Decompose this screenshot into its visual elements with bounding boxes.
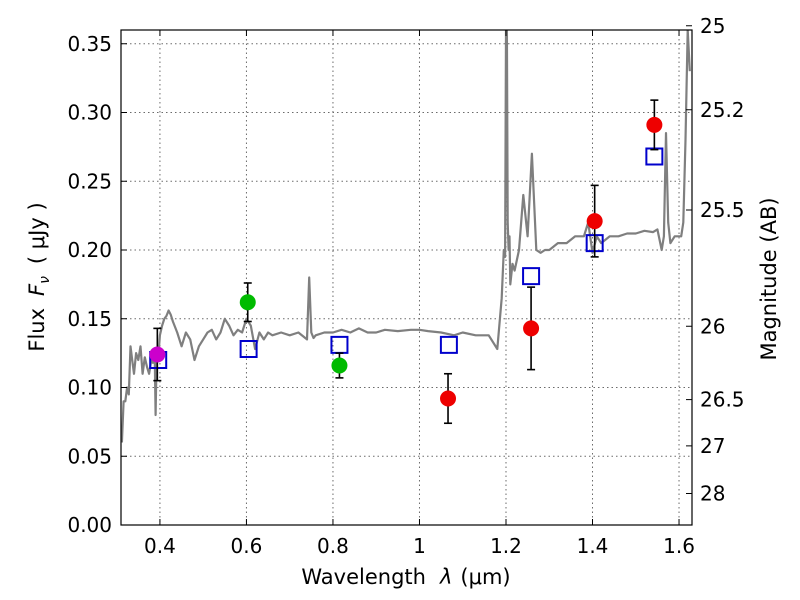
y-axis-title: FluxFν( μJy ): [25, 202, 53, 351]
model-square: [645, 147, 664, 166]
y-tick-label: 0.20: [67, 238, 112, 262]
y2-tick-label: 27: [700, 434, 725, 458]
y2-tick-label: 28: [700, 482, 725, 506]
y2-tick-label: 26: [700, 314, 725, 338]
observed-point: [440, 390, 457, 407]
x-tick-label: 0.4: [144, 534, 176, 558]
y-tick-label: 0.05: [67, 444, 112, 468]
observed-point: [239, 294, 256, 311]
x-tick-label: 1.2: [490, 534, 522, 558]
model-square: [439, 335, 458, 354]
observed-point: [523, 320, 540, 337]
x-tick-label: 1.6: [663, 534, 695, 558]
y2-tick-label: 25.5: [700, 198, 745, 222]
y2-tick-label: 26.5: [700, 388, 745, 412]
y-tick-label: 0.30: [67, 101, 112, 125]
y-tick-label: 0.10: [67, 376, 112, 400]
y-tick-label: 0.35: [67, 32, 112, 56]
observed-point: [646, 116, 663, 133]
y-tick-label: 0.00: [67, 513, 112, 537]
y2-tick-label: 25: [700, 14, 725, 38]
y2-axis-title: Magnitude (AB): [757, 197, 781, 360]
observed-point: [331, 357, 348, 374]
tick-marks: [121, 25, 692, 526]
spectrum-layer: [121, 30, 691, 443]
model-square: [522, 267, 541, 286]
y2-tick-label: 25.2: [700, 98, 745, 122]
spectrum-line: [121, 30, 691, 443]
x-tick-label: 1.4: [577, 534, 609, 558]
grid-lines: [121, 30, 692, 526]
points-layer: [149, 99, 664, 425]
x-tick-label: 0.6: [231, 534, 263, 558]
observed-point: [149, 346, 166, 363]
y-tick-label: 0.15: [67, 307, 112, 331]
model-square: [239, 340, 258, 358]
model-square: [330, 335, 349, 354]
tick-labels: 0.4 0.6 0.8 1 1.2 1.4 1.6 0.00 0.05 0.10 0.15 0.20 0…: [67, 14, 744, 558]
x-axis-title: Wavelength λ (μm): [301, 565, 510, 589]
observed-point: [586, 213, 603, 230]
x-tick-label: 1: [413, 534, 426, 558]
x-tick-label: 0.8: [317, 534, 349, 558]
plot-frame: [120, 29, 693, 526]
y-tick-label: 0.25: [67, 169, 112, 193]
